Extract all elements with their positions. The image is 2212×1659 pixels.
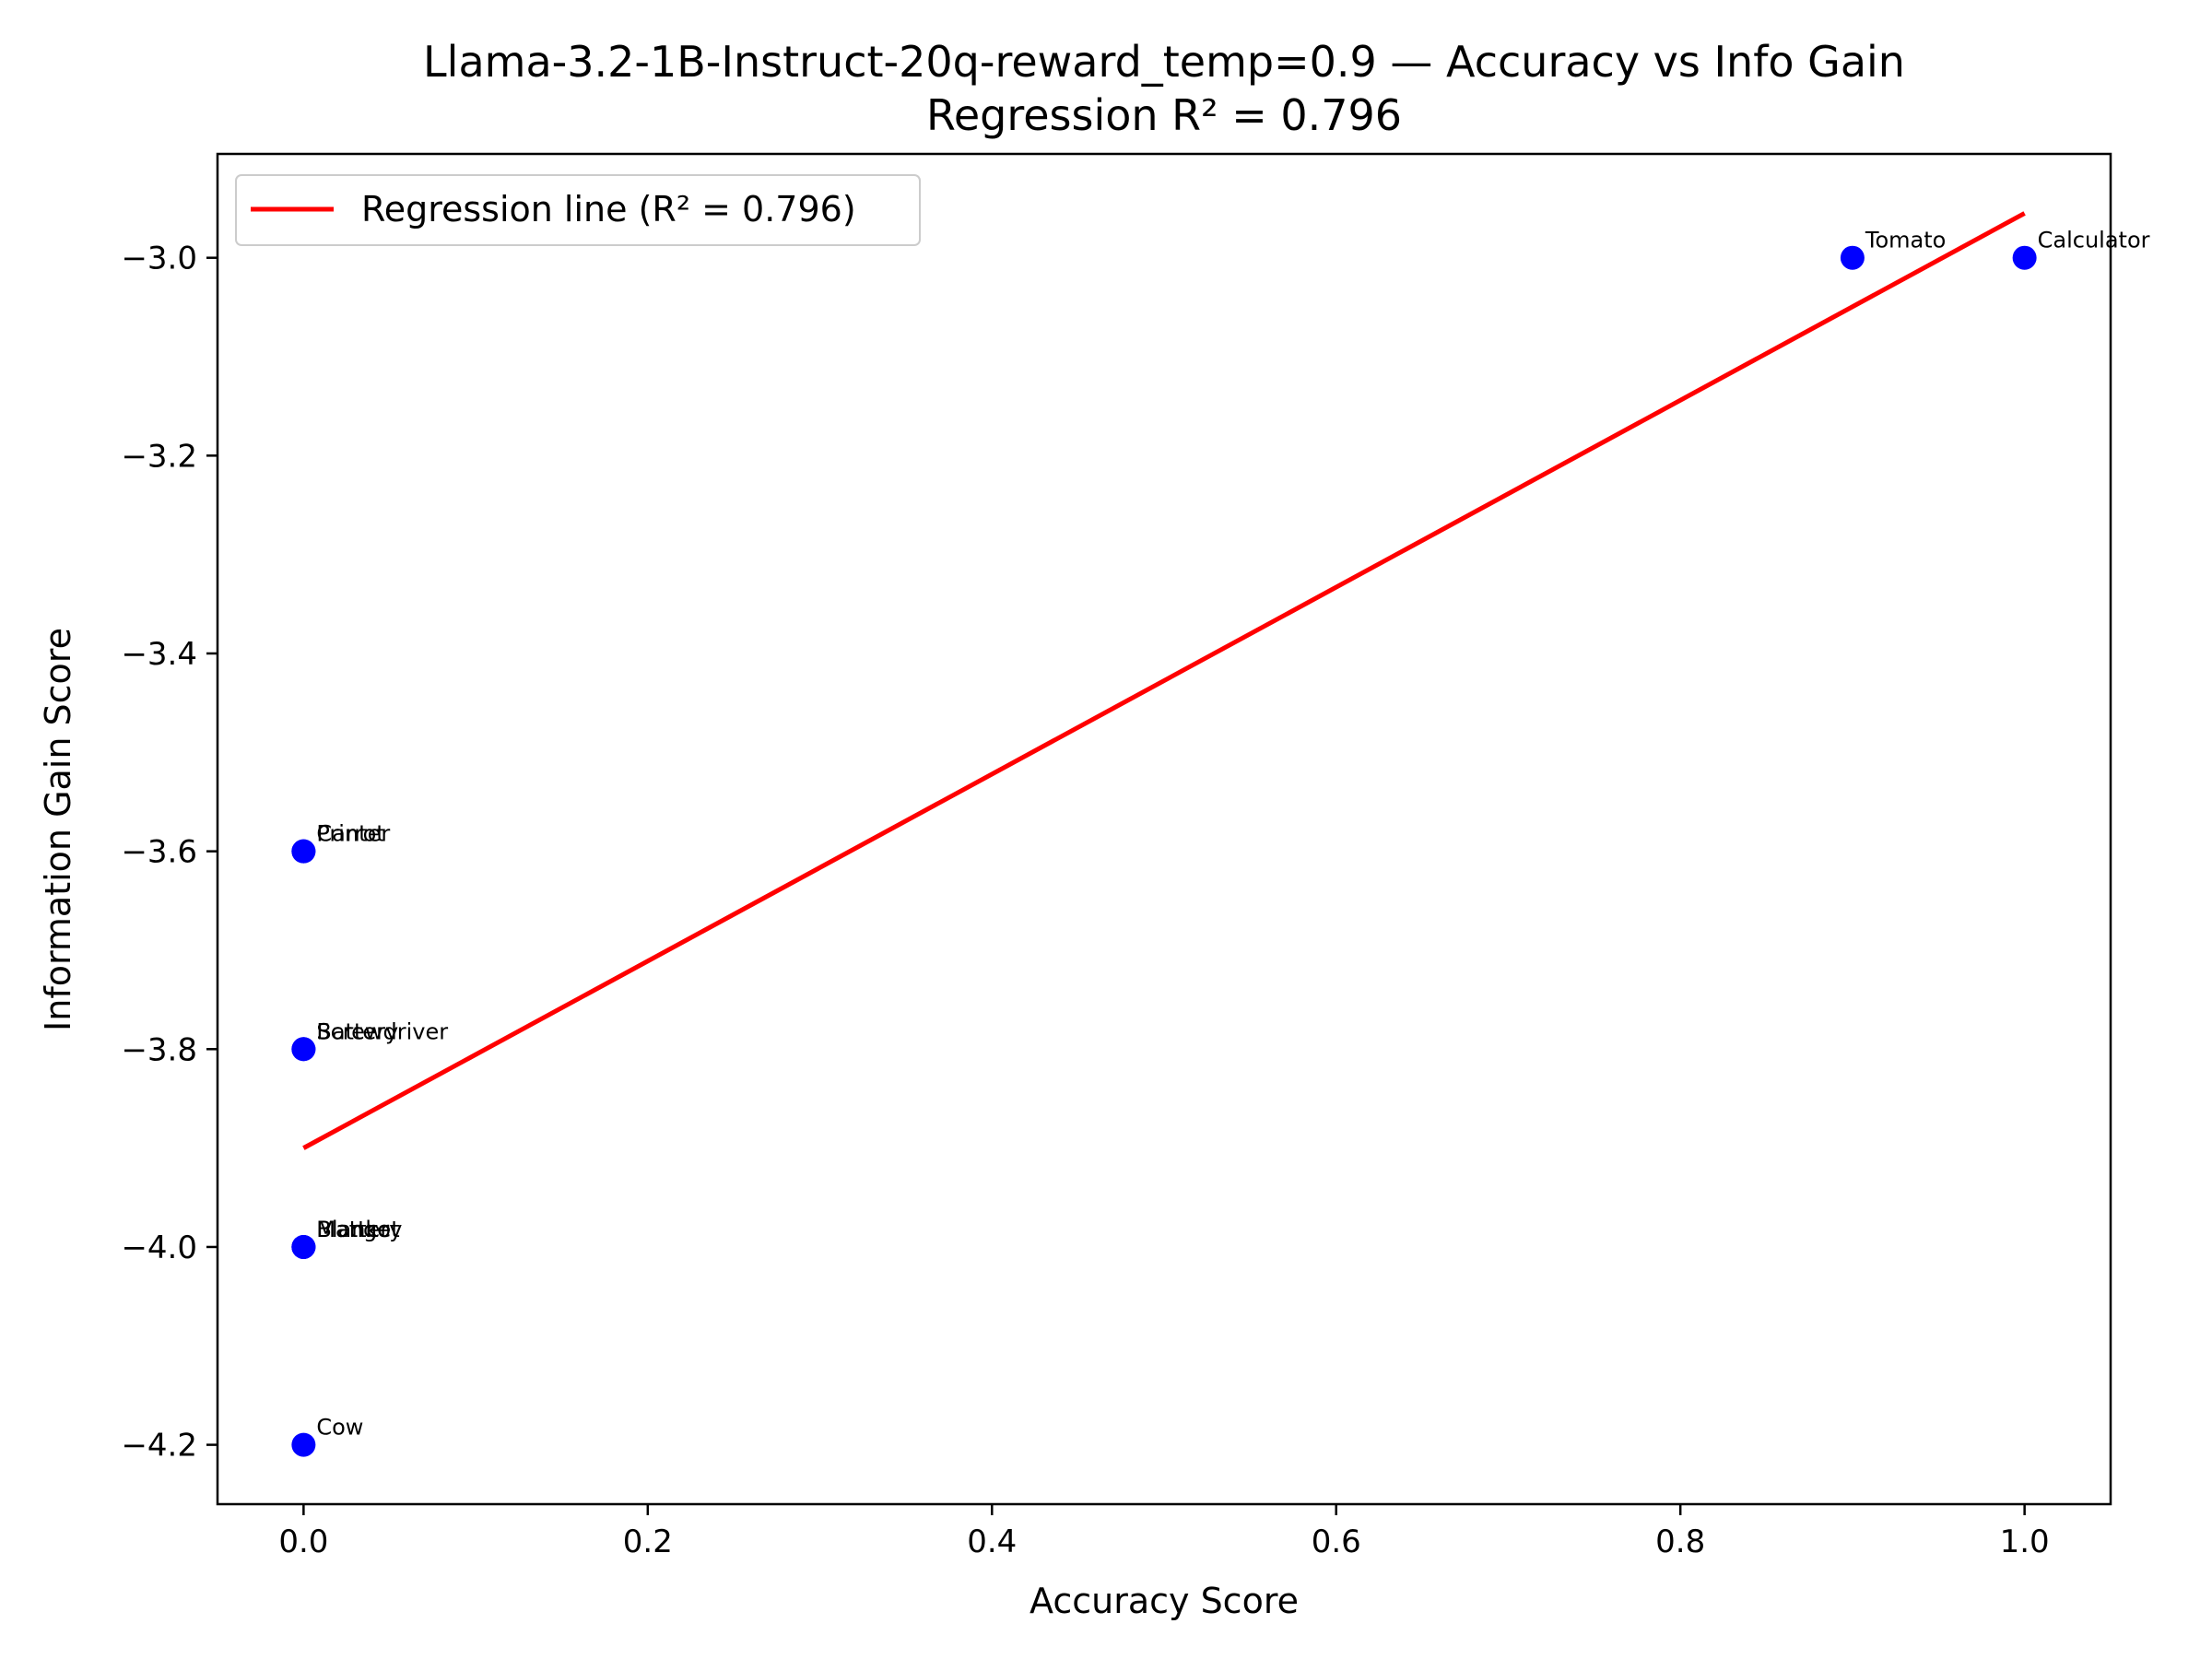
x-axis-label: Accuracy Score: [1030, 1581, 1299, 1621]
y-tick-label: −4.0: [121, 1230, 197, 1266]
point-label: Carrot: [316, 821, 384, 847]
chart-subtitle: Regression R² = 0.796: [926, 90, 1402, 140]
legend-box: [235, 174, 921, 246]
y-tick-label: −4.2: [121, 1428, 197, 1465]
legend: Regression line (R² = 0.796): [235, 174, 921, 246]
axes-frame: [216, 152, 2112, 1506]
y-tick-label: −3.2: [121, 438, 197, 475]
x-tick-label: 0.2: [623, 1524, 673, 1560]
data-point: [2012, 245, 2037, 270]
point-label: Battery: [316, 1018, 398, 1044]
point-label: Screwdriver: [316, 1018, 448, 1044]
data-point: [291, 1432, 316, 1457]
x-tick-label: 0.6: [1312, 1524, 1361, 1560]
data-point: [1840, 245, 1865, 270]
point-label: Mango: [316, 1217, 391, 1242]
legend-label: Regression line (R² = 0.796): [361, 189, 856, 229]
point-label: Printer: [316, 821, 390, 847]
point-label: Calculator: [2038, 228, 2150, 253]
point-label: Blanket: [316, 1217, 399, 1242]
y-tick-label: −3.8: [121, 1031, 197, 1068]
x-tick-label: 0.0: [278, 1524, 328, 1560]
x-axis: 0.0 0.2 0.4 0.6 0.8 1.0: [278, 1504, 2050, 1560]
y-tick-label: −3.4: [121, 636, 197, 673]
regression-line: [302, 211, 2026, 1150]
data-point: [291, 839, 316, 864]
point-label: Tomato: [1865, 228, 1946, 253]
x-tick-label: 0.4: [967, 1524, 1017, 1560]
x-tick-label: 1.0: [2000, 1524, 2050, 1560]
y-axis: −3.0 −3.2 −3.4 −3.6 −3.8 −4.0 −4.2: [121, 241, 218, 1465]
point-label: Mattery: [316, 1217, 402, 1242]
data-point: [291, 1037, 316, 1062]
data-point: [291, 1234, 316, 1259]
y-tick-label: −3.0: [121, 241, 197, 277]
chart-title: Llama-3.2-1B-Instruct-20q-reward_temp=0.…: [423, 37, 1905, 87]
y-axis-label: Information Gain Score: [38, 628, 78, 1031]
x-tick-label: 0.8: [1655, 1524, 1705, 1560]
y-tick-label: −3.6: [121, 834, 197, 871]
point-label: Cow: [316, 1415, 363, 1441]
